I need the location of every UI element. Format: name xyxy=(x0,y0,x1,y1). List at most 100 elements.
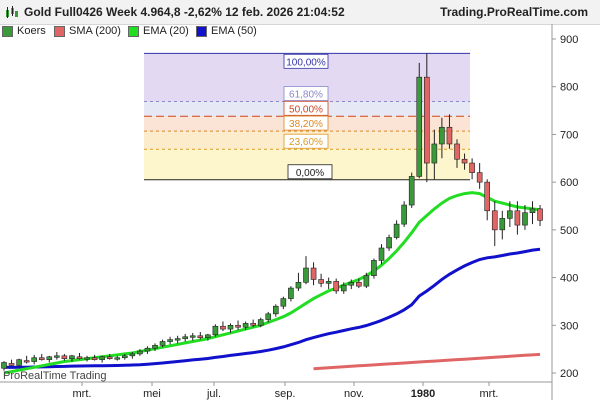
candle-body[interactable] xyxy=(288,287,294,299)
legend-swatch-ema20 xyxy=(128,25,139,37)
candle-body[interactable] xyxy=(303,267,309,283)
candle-body[interactable] xyxy=(325,281,332,284)
candle-body[interactable] xyxy=(484,181,491,212)
candle-body[interactable] xyxy=(340,284,347,292)
legend-label: SMA (200) xyxy=(69,25,121,37)
candle-body[interactable] xyxy=(114,357,121,360)
candle-body[interactable] xyxy=(106,356,113,359)
brand-label[interactable]: Trading.ProRealTime.com xyxy=(440,5,588,19)
candle-body[interactable] xyxy=(242,323,249,328)
candle-body[interactable] xyxy=(16,359,22,366)
y-axis-tick-label: 600 xyxy=(560,177,578,189)
candle-body[interactable] xyxy=(227,324,234,330)
x-axis-tick-label: mei xyxy=(143,388,161,400)
candle-body[interactable] xyxy=(235,324,241,328)
candle-body[interactable] xyxy=(514,210,521,226)
candle-body[interactable] xyxy=(310,267,317,280)
candle-body[interactable] xyxy=(167,339,173,342)
candle-body[interactable] xyxy=(423,76,430,164)
candle-body[interactable] xyxy=(393,223,400,238)
candle-body[interactable] xyxy=(144,347,151,352)
title-bar: Gold Full0426 Week 4.964,8 -2,62% 12 feb… xyxy=(0,0,600,25)
candle-body[interactable] xyxy=(250,323,256,326)
candle-body[interactable] xyxy=(99,356,105,360)
ema20-line xyxy=(3,191,541,375)
candle-body[interactable] xyxy=(159,341,166,346)
candle-body[interactable] xyxy=(129,353,136,357)
legend-item-ema50[interactable]: EMA (50) xyxy=(196,25,257,39)
candle-body[interactable] xyxy=(189,335,196,338)
candle-body[interactable] xyxy=(491,210,498,231)
candle-body[interactable] xyxy=(182,336,188,339)
legend-bar: Koers SMA (200) EMA (20) EMA (50) xyxy=(0,24,600,40)
candle-body[interactable] xyxy=(257,319,264,326)
candle-body[interactable] xyxy=(272,305,279,315)
candle-body[interactable] xyxy=(386,237,392,249)
candle-body[interactable] xyxy=(333,281,340,292)
candle-body[interactable] xyxy=(174,338,181,341)
fib-level-label: 0,00% xyxy=(296,168,324,179)
candle-body[interactable] xyxy=(416,76,423,177)
candle-body[interactable] xyxy=(439,126,445,145)
y-axis-tick-label: 300 xyxy=(560,320,578,332)
fib-level-label: 23,60% xyxy=(289,137,323,148)
candle-body[interactable] xyxy=(537,208,543,221)
legend-item-koers[interactable]: Koers xyxy=(2,25,46,39)
candle-body[interactable] xyxy=(348,282,355,286)
candle-body[interactable] xyxy=(529,208,536,213)
candle-body[interactable] xyxy=(8,363,15,366)
candle-body[interactable] xyxy=(378,247,385,261)
x-axis-tick-label: jul. xyxy=(206,388,221,400)
candle-body[interactable] xyxy=(1,362,7,369)
legend-item-ema20[interactable]: EMA (20) xyxy=(128,25,189,39)
candle-body[interactable] xyxy=(23,360,30,363)
candle-body[interactable] xyxy=(318,279,324,284)
candle-body[interactable] xyxy=(38,357,45,360)
candle-body[interactable] xyxy=(91,357,98,360)
candle-body[interactable] xyxy=(363,275,370,287)
candle-body[interactable] xyxy=(476,172,483,183)
candle-body[interactable] xyxy=(401,204,407,225)
legend-swatch-sma200 xyxy=(54,25,65,37)
x-axis-tick-label: 1980 xyxy=(411,388,435,400)
candle-body[interactable] xyxy=(265,313,272,320)
candle-body[interactable] xyxy=(522,212,528,226)
candle-body[interactable] xyxy=(122,355,128,359)
candle-body[interactable] xyxy=(197,335,204,338)
candle-body[interactable] xyxy=(371,260,377,276)
candle-body[interactable] xyxy=(46,356,53,360)
candle-body[interactable] xyxy=(408,176,415,206)
legend-item-sma200[interactable]: SMA (200) xyxy=(54,25,121,39)
candle-body[interactable] xyxy=(84,357,90,360)
fib-label-box xyxy=(283,100,329,116)
candle-body[interactable] xyxy=(499,218,506,231)
candle-body[interactable] xyxy=(205,334,211,338)
candle-body[interactable] xyxy=(454,143,460,160)
candle-body[interactable] xyxy=(61,355,68,359)
price-chart[interactable]: 100,00% 61,80% 50,00% 38,20% 23,60% 0,00% 900 8… xyxy=(0,24,600,400)
candle-body[interactable] xyxy=(152,345,158,349)
candle-body[interactable] xyxy=(461,158,468,164)
candle-body[interactable] xyxy=(220,325,226,330)
candle-body[interactable] xyxy=(469,162,475,173)
candle-body[interactable] xyxy=(507,210,513,219)
y-axis-tick-label: 800 xyxy=(560,82,578,94)
ema50-line xyxy=(3,247,541,369)
candle-body[interactable] xyxy=(76,356,83,359)
candle-body[interactable] xyxy=(446,126,453,145)
legend-swatch-koers xyxy=(2,25,13,37)
chart-app-icon xyxy=(6,6,18,18)
fib-level-label: 61,80% xyxy=(289,90,323,101)
candle-body[interactable] xyxy=(212,325,219,336)
candle-body[interactable] xyxy=(69,355,75,359)
candle-body[interactable] xyxy=(137,350,143,355)
y-axis-tick-label: 200 xyxy=(560,368,578,380)
x-axis-tick-label: mrt. xyxy=(480,388,499,400)
candle-body[interactable] xyxy=(31,357,38,362)
candle-body[interactable] xyxy=(356,282,362,287)
candle-body[interactable] xyxy=(431,143,438,164)
candle-body[interactable] xyxy=(280,298,287,307)
candle-body[interactable] xyxy=(54,355,60,358)
candle-body[interactable] xyxy=(295,282,302,289)
